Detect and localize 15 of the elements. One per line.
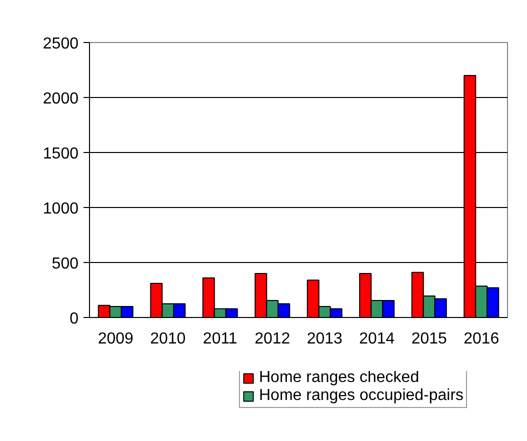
x-tick-label: 2011 xyxy=(202,330,238,348)
y-tick-label: 500 xyxy=(52,256,79,272)
x-tick-label: 2009 xyxy=(98,330,134,348)
y-tick-label: 2000 xyxy=(42,90,79,108)
x-tick-label: 2010 xyxy=(150,330,186,348)
y-tick-label: 0 xyxy=(70,310,79,328)
x-tick-label: 2012 xyxy=(254,330,290,348)
y-tick-label: 2500 xyxy=(42,36,79,52)
y-tick-label: 1500 xyxy=(42,146,79,162)
x-tick-label: 2014 xyxy=(359,330,395,348)
x-tick-label: 2016 xyxy=(464,330,500,348)
legend-label: Home ranges occupied-pairs xyxy=(259,387,464,405)
x-tick-label: 2013 xyxy=(306,330,343,348)
y-tick-label: 1000 xyxy=(42,200,79,218)
x-tick-label: 2015 xyxy=(411,330,448,348)
